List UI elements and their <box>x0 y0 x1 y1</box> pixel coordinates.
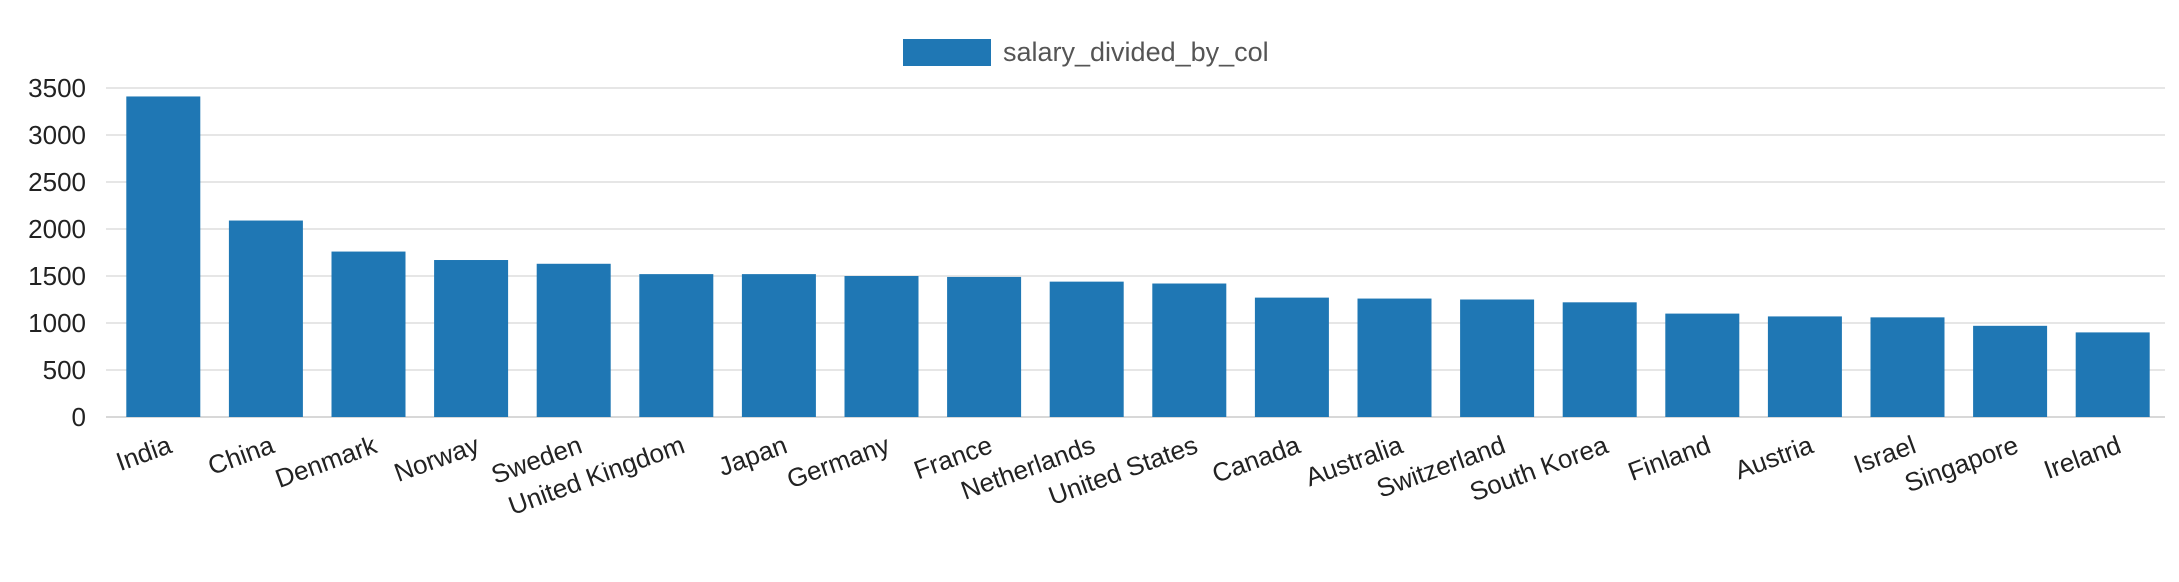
bar-china[interactable] <box>228 220 303 417</box>
y-tick-label: 1000 <box>28 308 86 338</box>
x-tick-label: Austria <box>1731 429 1818 485</box>
x-tick-label: Canada <box>1208 429 1304 489</box>
bar-singapore[interactable] <box>1973 325 2048 417</box>
bar-france[interactable] <box>947 276 1022 417</box>
bar-finland[interactable] <box>1665 313 1740 417</box>
bar-south-korea[interactable] <box>1562 302 1637 417</box>
bar-japan[interactable] <box>741 274 816 417</box>
bar-united-states[interactable] <box>1152 283 1227 417</box>
y-tick-label: 2000 <box>28 214 86 244</box>
bar-switzerland[interactable] <box>1460 299 1535 418</box>
x-tick-label: Norway <box>390 429 483 487</box>
x-tick-label: Germany <box>783 429 894 494</box>
bar-denmark[interactable] <box>331 251 406 417</box>
bar-germany[interactable] <box>844 276 919 417</box>
bar-australia[interactable] <box>1357 298 1432 417</box>
y-tick-label: 1500 <box>28 261 86 291</box>
y-tick-label: 500 <box>43 355 86 385</box>
y-axis-ticks: 0 500 1000 1500 2000 2500 3000 3500 <box>28 73 86 432</box>
y-tick-label: 0 <box>72 402 86 432</box>
x-tick-label: Ireland <box>2040 429 2125 484</box>
bar-united-kingdom[interactable] <box>639 274 714 417</box>
bar-norway[interactable] <box>434 260 509 417</box>
y-tick-label: 2500 <box>28 167 86 197</box>
x-tick-label: Japan <box>714 429 791 481</box>
bars <box>126 96 2150 418</box>
legend-label: salary_divided_by_col <box>1003 37 1269 67</box>
bar-austria[interactable] <box>1767 316 1842 417</box>
y-tick-label: 3500 <box>28 73 86 103</box>
legend: salary_divided_by_col <box>903 37 1269 67</box>
gridlines <box>106 87 2165 418</box>
bar-canada[interactable] <box>1254 297 1329 417</box>
bar-sweden[interactable] <box>536 263 611 417</box>
x-tick-label: Denmark <box>271 429 381 494</box>
bar-israel[interactable] <box>1870 317 1945 417</box>
x-tick-label: India <box>112 429 176 477</box>
legend-swatch <box>903 39 991 66</box>
y-tick-label: 3000 <box>28 120 86 150</box>
x-tick-label: China <box>204 429 279 481</box>
bar-ireland[interactable] <box>2075 332 2150 417</box>
bar-india[interactable] <box>126 96 201 418</box>
bar-netherlands[interactable] <box>1049 281 1124 417</box>
x-tick-label: Finland <box>1624 429 1714 486</box>
x-tick-label: Singapore <box>1900 429 2022 498</box>
